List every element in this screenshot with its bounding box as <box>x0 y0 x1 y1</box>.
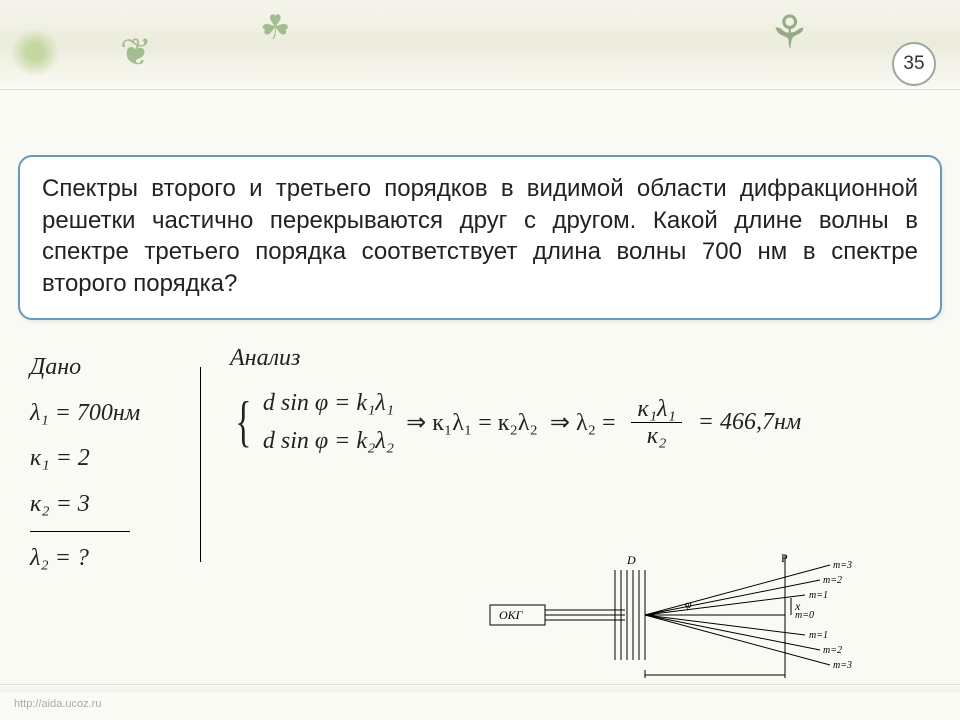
brace-icon: { <box>235 394 251 450</box>
diagram-label-laser: ОКГ <box>499 608 524 622</box>
diagram-order: m=1 <box>809 590 828 601</box>
fraction-den: к₂ <box>631 423 681 449</box>
diagram-order: m=2 <box>823 645 842 656</box>
diagram-order: m=3 <box>833 560 852 571</box>
vine-ornament: ⚘ <box>769 5 810 59</box>
diagram-label-length: L <box>708 677 716 680</box>
equation-line: { d sin φ = k₁λ₁ d sin φ = k₂λ₂ ⇒ к₁λ₁ =… <box>230 384 930 461</box>
given-column: Дано λ₁ = 700нм к₁ = 2 к₂ = 3 λ₂ = ? <box>30 345 190 582</box>
given-line: λ₁ = 700нм <box>30 391 190 437</box>
vine-ornament: ❦ <box>120 30 152 75</box>
equation: d sin φ = k₂λ₂ <box>263 422 394 460</box>
diagram-order: m=2 <box>823 575 842 586</box>
decorative-header: ❦ ☘ ⚘ <box>0 0 960 90</box>
implies: ⇒ к₁λ₁ = к₂λ₂ <box>406 408 538 437</box>
result-value: = 466,7нм <box>698 409 801 436</box>
given-line: к₁ = 2 <box>30 436 190 482</box>
diagram-label-screen: P <box>781 551 788 565</box>
problem-statement: Спектры второго и третьего порядков в ви… <box>18 155 942 320</box>
given-divider <box>30 531 130 532</box>
diagram-order: m=0 <box>795 610 814 621</box>
implies: ⇒ λ₂ = <box>550 408 616 437</box>
diffraction-diagram: ОКГ D P L x φ m=3 m=2 m=1 m=0 m=1 m=2 m=… <box>485 550 885 680</box>
footer-divider <box>0 684 960 692</box>
vine-ornament: ☘ <box>260 8 290 48</box>
footer-url: http://aida.ucoz.ru <box>14 698 101 710</box>
diagram-label-phi: φ <box>685 597 692 611</box>
diagram-order: m=3 <box>833 660 852 671</box>
page-number-badge: 35 <box>892 42 936 86</box>
analysis-title: Анализ <box>230 345 930 372</box>
given-line: к₂ = 3 <box>30 482 190 528</box>
given-question: λ₂ = ? <box>30 536 190 582</box>
vertical-divider <box>200 367 201 562</box>
analysis-column: Анализ { d sin φ = k₁λ₁ d sin φ = k₂λ₂ ⇒… <box>230 345 930 461</box>
fraction: к₁λ₁ к₂ <box>631 396 681 450</box>
leaf-ornament <box>5 25 65 80</box>
diagram-label-grating: D <box>626 553 636 567</box>
fraction-num: к₁λ₁ <box>631 396 681 423</box>
diagram-order: m=1 <box>809 630 828 641</box>
equation: d sin φ = k₁λ₁ <box>263 384 394 422</box>
given-title: Дано <box>30 345 190 391</box>
